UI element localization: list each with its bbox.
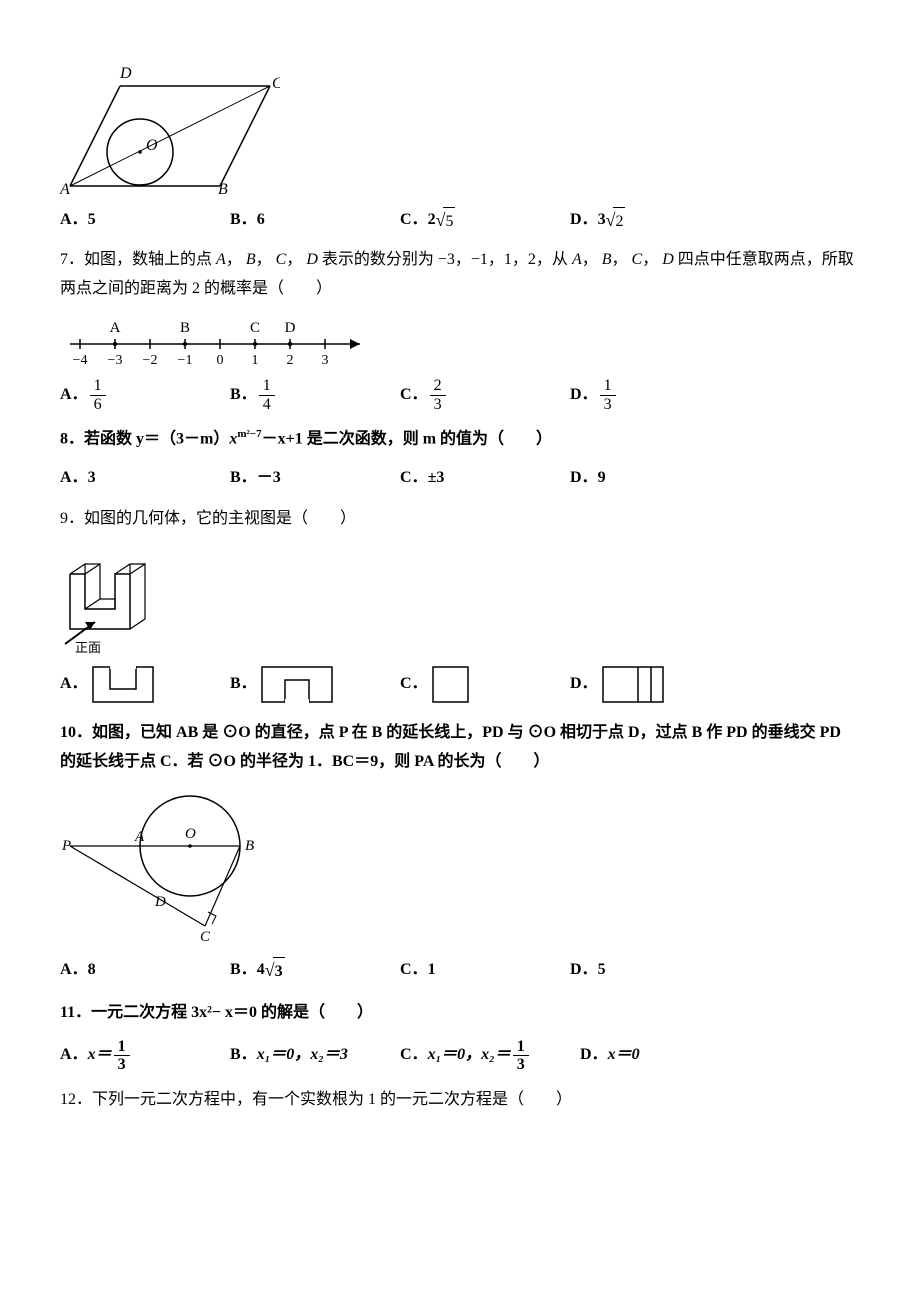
choice-c: C． 23 [400,377,570,413]
question-8: 8．若函数 y＝（3－m）xm²−7－x+1 是二次函数，则 m 的值为（ ） … [60,425,860,493]
q8-text: 8．若函数 y＝（3－m）xm²−7－x+1 是二次函数，则 m 的值为（ ） [60,425,860,454]
svg-text:A: A [134,829,145,845]
svg-text:C: C [200,929,211,945]
q9-solid: 正面 [60,544,860,654]
svg-text:P: P [61,838,71,854]
choice-c: C．1 [400,956,570,985]
choice-d: D． x＝0 [580,1041,740,1070]
choice-b: B． [230,662,400,707]
choice-a: A． 16 [60,377,230,413]
question-10: 10．如图，已知 AB 是 ⊙O 的直径，点 P 在 B 的延长线上，PD 与 … [60,719,860,987]
svg-text:−3: −3 [108,353,123,368]
svg-text:O: O [185,826,196,842]
q7-text: 7．如图，数轴上的点 A， B， C， D 表示的数分别为 −3，−1，1，2，… [60,246,860,304]
choice-b: B．－3 [230,464,400,493]
svg-text:正面: 正面 [75,640,101,654]
choice-a: A． 5 [60,206,230,235]
choice-a: A．3 [60,464,230,493]
q6-choices: A． 5 B． 6 C． 2 √5 D． 3 √2 [60,204,860,236]
svg-text:−4: −4 [73,353,88,368]
svg-text:0: 0 [217,353,224,368]
sqrt-icon: √2 [606,204,626,236]
q10-choices: A．8 B．4√3 C．1 D．5 [60,954,860,986]
choice-b: B． 6 [230,206,400,235]
q12-text: 12．下列一元二次方程中，有一个实数根为 1 的一元二次方程是（ ） [60,1086,860,1115]
svg-text:−2: −2 [143,353,158,368]
svg-text:A: A [60,181,70,196]
choice-b: B．4√3 [230,954,400,986]
svg-text:B: B [180,320,190,336]
front-view-a-icon [88,662,158,707]
svg-text:D: D [154,894,166,910]
question-9: 9．如图的几何体，它的主视图是（ ） 正面 A． B． [60,505,860,707]
q8-choices: A．3 B．－3 C．±3 D．9 [60,464,860,493]
q9-choices: A． B． C． D． [60,662,860,707]
sqrt-icon: √5 [436,204,456,236]
choice-b: B． 14 [230,377,400,413]
choice-d: D． 13 [570,377,740,413]
svg-text:D: D [285,320,296,336]
q10-figure: P A O B D C [60,786,860,946]
q9-text: 9．如图的几何体，它的主视图是（ ） [60,505,860,534]
choice-a: A． x＝ 13 [60,1038,230,1074]
choice-a: A．8 [60,956,230,985]
choice-d: D． [570,662,740,707]
q6-figure: D C A B O [60,66,860,196]
choice-c: C． [400,662,570,707]
choice-d: D．5 [570,956,740,985]
q7-numberline: {"xs":[20,55,90,125,160,195,230,265],"to… [60,314,860,369]
choice-d: D． 3 √2 [570,204,740,236]
choice-b: B． x₁＝0，x₂＝3 [230,1041,400,1070]
svg-text:B: B [245,838,254,854]
front-view-d-icon [598,662,668,707]
front-view-c-icon [428,662,473,707]
svg-text:B: B [218,181,228,196]
svg-text:C: C [250,320,260,336]
choice-c: C． 2 √5 [400,204,570,236]
svg-text:D: D [119,66,132,82]
svg-text:−1: −1 [178,353,193,368]
question-11: 11．一元二次方程 3x²− x＝0 的解是（ ） A． x＝ 13 B． x₁… [60,999,860,1074]
svg-text:1: 1 [252,353,259,368]
front-view-b-icon [257,662,337,707]
choice-c: C．±3 [400,464,570,493]
question-7: 7．如图，数轴上的点 A， B， C， D 表示的数分别为 −3，−1，1，2，… [60,246,860,413]
choice-a: A． [60,662,230,707]
question-12: 12．下列一元二次方程中，有一个实数根为 1 的一元二次方程是（ ） [60,1086,860,1115]
choice-c: C． x₁＝0，x₂＝ 13 [400,1038,580,1074]
q10-text: 10．如图，已知 AB 是 ⊙O 的直径，点 P 在 B 的延长线上，PD 与 … [60,719,860,777]
svg-text:3: 3 [322,353,329,368]
choice-d: D．9 [570,464,740,493]
q11-choices: A． x＝ 13 B． x₁＝0，x₂＝3 C． x₁＝0，x₂＝ 13 D． … [60,1038,860,1074]
q7-choices: A． 16 B． 14 C． 23 D． 13 [60,377,860,413]
q11-text: 11．一元二次方程 3x²− x＝0 的解是（ ） [60,999,860,1028]
svg-text:A: A [110,320,121,336]
svg-text:O: O [146,137,158,154]
svg-text:2: 2 [287,353,294,368]
svg-text:C: C [272,75,280,92]
